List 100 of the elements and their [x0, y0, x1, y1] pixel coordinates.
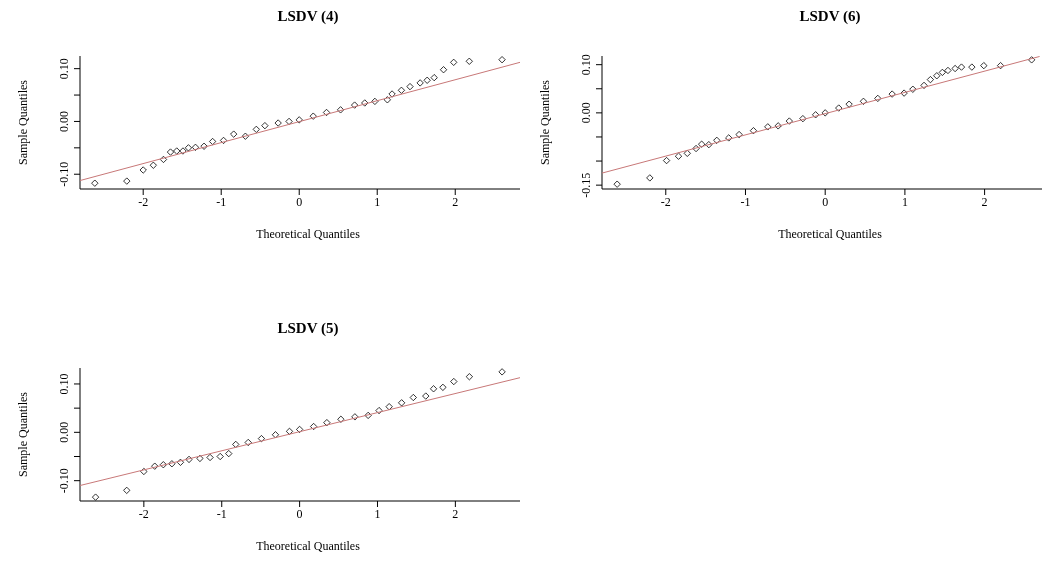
- point: [225, 450, 233, 458]
- x-axis-title: Theoretical Quantiles: [255, 227, 361, 242]
- y-axis-title: Sample Quantiles: [16, 79, 31, 165]
- point: [465, 373, 473, 381]
- x-tick-label: 2: [452, 194, 459, 209]
- point: [159, 461, 167, 469]
- y-tick-label: 0.00: [579, 102, 593, 124]
- point: [209, 137, 217, 146]
- point: [888, 90, 896, 98]
- point: [123, 486, 131, 494]
- y-axis-title: Sample Quantiles: [538, 79, 553, 165]
- x-tick-label: 2: [981, 194, 988, 209]
- point: [166, 148, 175, 156]
- point: [450, 377, 458, 386]
- point: [785, 117, 793, 125]
- point: [336, 106, 345, 114]
- point: [244, 438, 252, 447]
- point: [261, 122, 269, 130]
- point: [498, 56, 506, 64]
- point: [375, 406, 383, 415]
- point: [821, 109, 829, 117]
- x-tick-label: 1: [374, 506, 381, 521]
- point: [383, 96, 391, 104]
- point: [219, 136, 228, 145]
- x-tick-label: -2: [138, 194, 149, 209]
- chart-title: LSDV (5): [276, 320, 340, 338]
- point: [310, 422, 318, 431]
- point: [429, 385, 438, 393]
- point: [944, 66, 952, 75]
- point: [123, 177, 131, 185]
- x-tick-label: 1: [901, 194, 908, 209]
- point: [139, 166, 147, 174]
- y-tick-label: -0.10: [57, 161, 71, 187]
- point: [423, 76, 431, 84]
- point: [646, 174, 654, 182]
- point: [397, 86, 406, 94]
- point: [285, 117, 293, 126]
- point: [191, 143, 200, 151]
- x-axis-title: Theoretical Quantiles: [255, 539, 361, 554]
- point: [774, 122, 782, 130]
- point: [705, 141, 713, 149]
- x-tick-label: -2: [660, 194, 671, 209]
- point: [371, 97, 379, 105]
- point: [185, 455, 193, 464]
- point: [91, 179, 99, 187]
- chart-title: LSDV (4): [276, 8, 340, 26]
- point: [980, 62, 988, 70]
- point: [835, 104, 843, 112]
- y-tick-label: -0.10: [57, 468, 71, 494]
- x-tick-label: -1: [216, 194, 227, 209]
- point: [351, 413, 359, 421]
- x-tick-label: -1: [216, 506, 227, 521]
- point: [933, 72, 941, 80]
- x-tick-label: -1: [740, 194, 751, 209]
- point: [845, 100, 853, 108]
- point: [900, 89, 908, 97]
- point: [465, 57, 473, 65]
- point: [176, 458, 185, 466]
- point: [909, 85, 917, 93]
- point: [230, 130, 238, 138]
- x-axis-title: Theoretical Quantiles: [777, 227, 883, 242]
- point: [926, 76, 935, 84]
- x-tick-label: 2: [452, 506, 459, 521]
- point: [257, 435, 266, 443]
- point: [196, 454, 204, 463]
- point: [295, 116, 303, 124]
- x-tick-label: -2: [138, 506, 149, 521]
- x-tick-label: 0: [296, 194, 303, 209]
- point: [351, 101, 359, 109]
- point: [232, 440, 240, 449]
- point: [323, 419, 331, 427]
- point: [398, 399, 406, 407]
- point: [173, 147, 181, 155]
- point: [416, 79, 424, 87]
- point: [296, 425, 304, 434]
- point: [764, 123, 772, 131]
- chart-title: LSDV (6): [798, 8, 862, 26]
- point: [364, 411, 372, 419]
- point: [151, 462, 159, 470]
- point: [91, 493, 100, 501]
- y-tick-label: -0.15: [579, 172, 593, 198]
- point: [698, 140, 706, 148]
- point: [692, 144, 700, 153]
- y-tick-label: 0.10: [57, 373, 71, 395]
- point: [285, 427, 294, 435]
- point: [216, 452, 224, 461]
- x-tick-label: 0: [822, 194, 829, 209]
- point: [662, 156, 671, 165]
- point: [957, 63, 966, 71]
- point: [179, 147, 187, 155]
- point: [385, 403, 393, 411]
- point: [683, 149, 691, 157]
- x-tick-label: 1: [374, 194, 381, 209]
- y-tick-label: 0.10: [57, 58, 71, 80]
- point: [812, 111, 820, 119]
- point: [206, 453, 214, 462]
- point: [951, 64, 959, 73]
- point: [168, 460, 176, 468]
- y-tick-label: 0.00: [57, 421, 71, 443]
- point: [184, 144, 193, 152]
